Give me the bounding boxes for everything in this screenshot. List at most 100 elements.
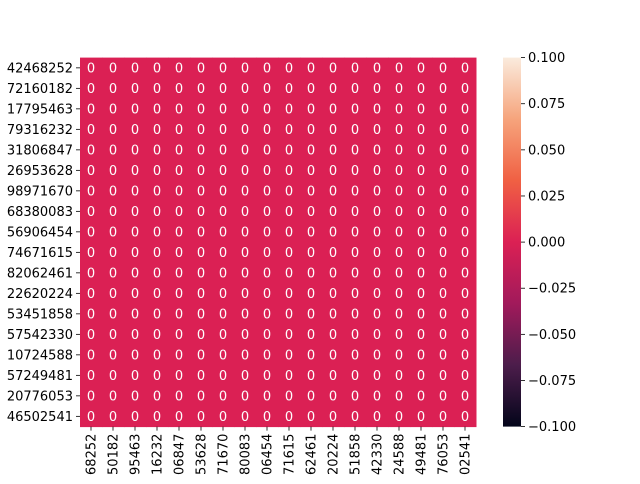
cell-value-label: 0 bbox=[175, 266, 183, 281]
heatmap-cell bbox=[432, 57, 455, 79]
heatmap-cell bbox=[278, 324, 301, 346]
cell-value-label: 0 bbox=[417, 102, 425, 117]
heatmap-cell bbox=[344, 283, 367, 305]
cell-value-label: 0 bbox=[439, 205, 447, 220]
heatmap-cell bbox=[212, 283, 235, 305]
cell-value-label: 0 bbox=[197, 123, 205, 138]
heatmap-cell bbox=[344, 303, 367, 325]
cell-value-label: 0 bbox=[197, 246, 205, 261]
heatmap-cell bbox=[410, 344, 433, 366]
heatmap-cell bbox=[454, 180, 477, 202]
heatmap-cell bbox=[234, 283, 257, 305]
cell-value-label: 0 bbox=[329, 389, 337, 404]
cell-value-label: 0 bbox=[263, 82, 271, 97]
cell-value-label: 0 bbox=[109, 61, 117, 76]
cell-value-label: 0 bbox=[175, 348, 183, 363]
cell-value-label: 0 bbox=[417, 389, 425, 404]
heatmap-cell bbox=[432, 406, 455, 428]
column-label: 02541 bbox=[459, 434, 474, 475]
heatmap-cell bbox=[256, 324, 279, 346]
heatmap-cell bbox=[80, 324, 103, 346]
cell-value-label: 0 bbox=[307, 143, 315, 158]
heatmap-cell bbox=[80, 262, 103, 284]
cell-value-label: 0 bbox=[219, 102, 227, 117]
cell-value-label: 0 bbox=[153, 410, 161, 425]
heatmap-cell bbox=[322, 303, 345, 325]
cell-value-label: 0 bbox=[461, 369, 469, 384]
column-label: 49481 bbox=[415, 434, 430, 475]
heatmap-cell bbox=[212, 324, 235, 346]
heatmap-cell bbox=[168, 78, 191, 100]
heatmap-cell bbox=[168, 139, 191, 161]
column-label: 50182 bbox=[107, 434, 122, 475]
heatmap-cell bbox=[102, 365, 125, 387]
cell-value-label: 0 bbox=[175, 287, 183, 302]
cell-value-label: 0 bbox=[351, 348, 359, 363]
cell-value-label: 0 bbox=[329, 61, 337, 76]
cell-value-label: 0 bbox=[153, 61, 161, 76]
heatmap-cell bbox=[388, 344, 411, 366]
cell-value-label: 0 bbox=[285, 328, 293, 343]
cell-value-label: 0 bbox=[241, 266, 249, 281]
cell-value-label: 0 bbox=[373, 82, 381, 97]
heatmap-cell bbox=[190, 98, 213, 120]
cell-value-label: 0 bbox=[241, 307, 249, 322]
cell-value-label: 0 bbox=[285, 61, 293, 76]
heatmap-cell bbox=[256, 98, 279, 120]
heatmap-cell bbox=[454, 365, 477, 387]
cell-value-label: 0 bbox=[285, 82, 293, 97]
cell-value-label: 0 bbox=[373, 225, 381, 240]
cell-value-label: 0 bbox=[329, 348, 337, 363]
cell-value-label: 0 bbox=[87, 348, 95, 363]
cell-value-label: 0 bbox=[351, 225, 359, 240]
cell-value-label: 0 bbox=[109, 246, 117, 261]
heatmap-cell bbox=[366, 221, 389, 243]
cell-value-label: 0 bbox=[285, 123, 293, 138]
cell-value-label: 0 bbox=[395, 287, 403, 302]
heatmap-cell bbox=[124, 406, 147, 428]
heatmap-cell bbox=[168, 344, 191, 366]
heatmap-cell bbox=[322, 262, 345, 284]
heatmap-cell bbox=[102, 242, 125, 264]
cell-value-label: 0 bbox=[87, 389, 95, 404]
cell-value-label: 0 bbox=[373, 410, 381, 425]
cell-value-label: 0 bbox=[373, 389, 381, 404]
cell-value-label: 0 bbox=[329, 205, 337, 220]
heatmap-cell bbox=[146, 303, 169, 325]
cell-value-label: 0 bbox=[131, 307, 139, 322]
cell-value-label: 0 bbox=[87, 328, 95, 343]
cell-value-label: 0 bbox=[109, 205, 117, 220]
heatmap-cell bbox=[454, 57, 477, 79]
cell-value-label: 0 bbox=[395, 205, 403, 220]
cell-value-label: 0 bbox=[197, 348, 205, 363]
cell-value-label: 0 bbox=[153, 348, 161, 363]
heatmap-cell bbox=[212, 201, 235, 223]
heatmap-cell bbox=[256, 406, 279, 428]
heatmap-cell bbox=[454, 324, 477, 346]
cell-value-label: 0 bbox=[197, 225, 205, 240]
heatmap-cell bbox=[410, 180, 433, 202]
cell-value-label: 0 bbox=[241, 102, 249, 117]
heatmap-cell bbox=[344, 160, 367, 182]
heatmap-cell bbox=[410, 242, 433, 264]
heatmap-cell bbox=[322, 221, 345, 243]
heatmap-cell bbox=[388, 365, 411, 387]
heatmap-cell bbox=[168, 365, 191, 387]
heatmap-cell bbox=[102, 385, 125, 407]
heatmap-cell bbox=[300, 324, 323, 346]
heatmap-cell bbox=[212, 303, 235, 325]
heatmap-cell bbox=[234, 303, 257, 325]
heatmap-cell bbox=[102, 303, 125, 325]
heatmap-cell bbox=[80, 119, 103, 141]
heatmap-cell bbox=[80, 303, 103, 325]
heatmap-cell bbox=[80, 406, 103, 428]
heatmap-cell bbox=[278, 201, 301, 223]
heatmap-cell bbox=[388, 160, 411, 182]
colorbar-tick-label: −0.025 bbox=[528, 282, 576, 297]
heatmap-cell bbox=[80, 180, 103, 202]
heatmap-cell bbox=[168, 98, 191, 120]
cell-value-label: 0 bbox=[87, 266, 95, 281]
heatmap-cell bbox=[366, 406, 389, 428]
cell-value-label: 0 bbox=[307, 102, 315, 117]
cell-value-label: 0 bbox=[395, 410, 403, 425]
